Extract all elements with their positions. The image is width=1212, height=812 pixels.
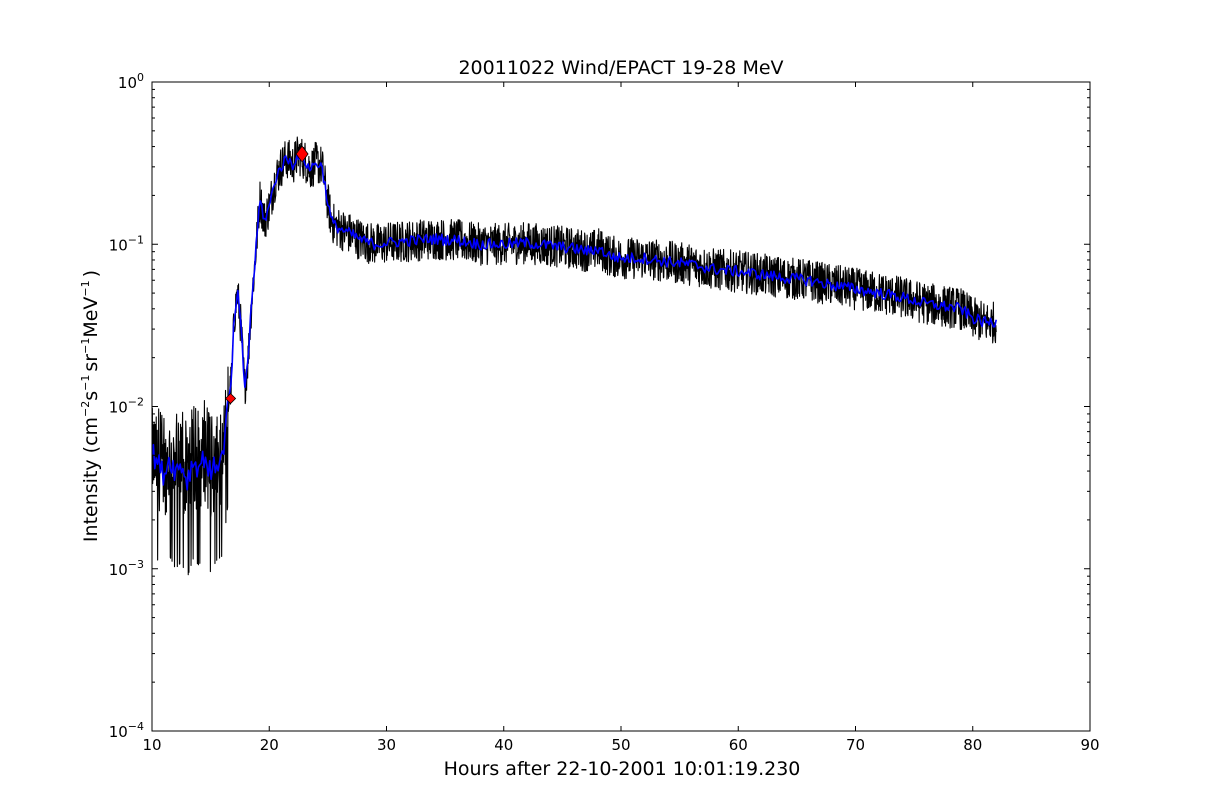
ylabel-suffix: )	[80, 270, 102, 277]
x-tick-label: 10	[142, 736, 161, 754]
x-tick-label: 80	[963, 736, 982, 754]
ylabel-sr: sr	[80, 354, 102, 372]
x-tick-label: 90	[1080, 736, 1099, 754]
y-tick-label: 10−4	[109, 720, 144, 741]
series-line-smoothed	[152, 149, 997, 491]
ylabel-mev: MeV	[80, 297, 102, 338]
ylabel-s: s	[80, 391, 102, 401]
x-tick-label: 70	[846, 736, 865, 754]
x-tick-label: 40	[494, 736, 513, 754]
y-tick-label: 10−1	[109, 233, 144, 254]
ylabel-exp-sr: −1	[79, 338, 92, 354]
y-tick-label: 10−2	[109, 396, 144, 417]
series-layer	[152, 136, 997, 576]
x-axis-label: Hours after 22-10-2001 10:01:19.230	[444, 758, 801, 780]
x-tick-label: 20	[260, 736, 279, 754]
peak-marker	[295, 145, 309, 163]
plot-area	[152, 136, 997, 576]
ylabel-exp-cm: −2	[79, 401, 92, 417]
y-axis-label: Intensity (cm−2s−1sr−1MeV−1)	[79, 270, 102, 542]
x-tick-label: 60	[729, 736, 748, 754]
ylabel-exp-mev: −1	[79, 280, 92, 296]
ylabel-prefix: Intensity (cm	[80, 417, 102, 542]
x-tick-label: 50	[611, 736, 630, 754]
y-axis: 10−4 10−3 10−2 10−1 100	[109, 71, 1090, 741]
series-line-raw	[152, 136, 997, 576]
marker-layer	[224, 145, 309, 405]
ylabel-exp-s: −1	[79, 375, 92, 391]
y-tick-label: 100	[118, 71, 144, 92]
onset-marker	[224, 392, 237, 405]
chart-title: 20011022 Wind/EPACT 19-28 MeV	[458, 57, 783, 79]
y-tick-label: 10−3	[109, 558, 144, 579]
x-axis: 10 20 30 40 50 60 70 80 90	[142, 82, 1100, 754]
x-tick-label: 30	[377, 736, 396, 754]
